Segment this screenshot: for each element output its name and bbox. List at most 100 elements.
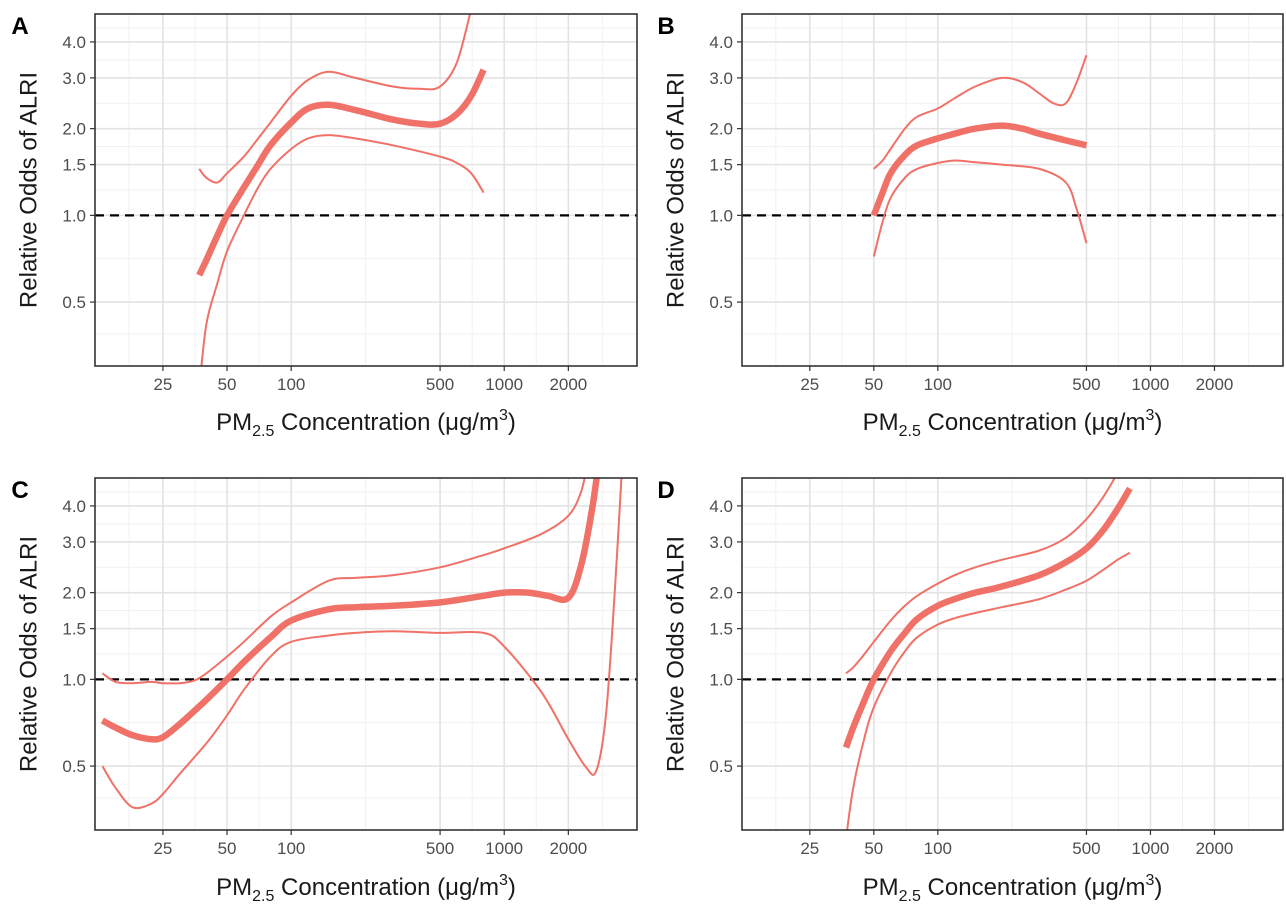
- x-title-subscript: 2.5: [899, 888, 921, 905]
- x-title-subscript: 2.5: [252, 423, 274, 440]
- y-tick-label: 3.0: [62, 69, 86, 88]
- x-title-main: PM: [216, 409, 252, 436]
- x-title-close: ): [508, 874, 516, 901]
- curves: [100, 478, 623, 810]
- y-axis-title: Relative Odds of ALRI: [662, 72, 689, 308]
- y-tick-label: 1.5: [709, 620, 733, 639]
- panel-a: 25 50 100 500 1000 2000 0.5 1.0 1.5 2.0 3.0 4.0 A Rel…: [11, 13, 638, 440]
- y-tick-label: 3.0: [62, 533, 86, 552]
- x-axis-title: PM2.5 Concentration (μg/m3): [863, 407, 1163, 440]
- series-line-upper: [873, 54, 1088, 170]
- x-tick-label: 500: [1072, 375, 1100, 394]
- x-tick-label: 2000: [1196, 839, 1234, 858]
- x-title-superscript: 3: [1145, 872, 1154, 889]
- x-tick-label: 50: [218, 839, 237, 858]
- y-tick-label: 0.5: [709, 293, 733, 312]
- panel-b: 25 50 100 500 1000 2000 0.5 1.0 1.5 2.0 3.0 4.0 B Rel…: [657, 13, 1284, 440]
- panel-frame: [94, 13, 638, 367]
- series-line-estimate: [870, 122, 1088, 217]
- y-tick-label: 4.0: [62, 33, 86, 52]
- y-tick-label: 3.0: [709, 533, 733, 552]
- x-title-main: PM: [216, 874, 252, 901]
- series-line-estimate: [100, 478, 600, 743]
- panel-frame: [741, 477, 1284, 831]
- x-tick-label: 100: [924, 839, 952, 858]
- y-tick-label: 2.0: [62, 120, 86, 139]
- panel-frame: [94, 477, 638, 831]
- x-tick-label: 1000: [1132, 839, 1170, 858]
- panel-label: B: [657, 13, 674, 40]
- x-title-superscript: 3: [499, 407, 508, 424]
- x-tick-label: 25: [800, 839, 819, 858]
- y-tick-label: 3.0: [709, 69, 733, 88]
- x-tick-label: 2000: [1196, 375, 1234, 394]
- x-tick-label: 50: [218, 375, 237, 394]
- x-tick-label: 25: [153, 839, 172, 858]
- x-tick-label: 500: [1072, 839, 1100, 858]
- y-axis-title: Relative Odds of ALRI: [15, 536, 42, 772]
- x-title-rest: Concentration (μg/m: [921, 409, 1146, 436]
- y-tick-label: 4.0: [62, 497, 86, 516]
- x-tick-label: 1000: [1132, 375, 1170, 394]
- y-tick-label: 4.0: [709, 497, 733, 516]
- x-tick-label: 100: [277, 375, 305, 394]
- x-tick-label: 100: [277, 839, 305, 858]
- y-axis-title: Relative Odds of ALRI: [15, 72, 42, 308]
- x-tick-label: 500: [426, 839, 454, 858]
- x-tick-label: 50: [864, 375, 883, 394]
- x-axis-title: PM2.5 Concentration (μg/m3): [216, 872, 516, 905]
- panel-frame: [741, 13, 1284, 367]
- series-line-estimate: [842, 486, 1133, 749]
- curves: [870, 54, 1088, 257]
- y-tick-label: 1.5: [62, 156, 86, 175]
- x-title-close: ): [508, 409, 516, 436]
- y-tick-label: 0.5: [62, 293, 86, 312]
- x-title-superscript: 3: [499, 872, 508, 889]
- curves: [196, 14, 487, 366]
- series-line-upper: [198, 14, 471, 184]
- x-title-rest: Concentration (μg/m: [274, 874, 499, 901]
- y-tick-label: 4.0: [709, 33, 733, 52]
- x-tick-label: 500: [426, 375, 454, 394]
- x-title-close: ): [1154, 874, 1162, 901]
- series-line-upper: [101, 478, 586, 685]
- x-title-rest: Concentration (μg/m: [921, 874, 1146, 901]
- x-tick-label: 1000: [485, 839, 523, 858]
- y-tick-label: 1.0: [62, 206, 86, 225]
- series-line-upper: [845, 478, 1116, 675]
- x-tick-label: 2000: [549, 375, 587, 394]
- x-tick-label: 25: [800, 375, 819, 394]
- y-tick-label: 2.0: [62, 584, 86, 603]
- y-tick-label: 1.0: [709, 670, 733, 689]
- x-tick-label: 2000: [549, 839, 587, 858]
- y-tick-label: 2.0: [709, 120, 733, 139]
- x-title-rest: Concentration (μg/m: [274, 409, 499, 436]
- curves: [842, 478, 1133, 830]
- x-title-main: PM: [863, 409, 899, 436]
- y-tick-label: 2.0: [709, 584, 733, 603]
- y-tick-label: 1.0: [709, 206, 733, 225]
- x-title-close: ): [1154, 409, 1162, 436]
- y-axis-title: Relative Odds of ALRI: [662, 536, 689, 772]
- y-tick-label: 1.5: [62, 620, 86, 639]
- panel-d: 25 50 100 500 1000 2000 0.5 1.0 1.5 2.0 3.0 4.0 D Rel…: [657, 477, 1284, 905]
- x-title-subscript: 2.5: [252, 888, 274, 905]
- panel-label: C: [11, 477, 28, 504]
- x-tick-label: 1000: [485, 375, 523, 394]
- series-line-lower: [846, 551, 1131, 830]
- x-tick-label: 100: [924, 375, 952, 394]
- x-axis-title: PM2.5 Concentration (μg/m3): [863, 872, 1163, 905]
- y-tick-label: 0.5: [62, 757, 86, 776]
- y-tick-label: 0.5: [709, 757, 733, 776]
- x-tick-label: 50: [864, 839, 883, 858]
- series-line-lower: [101, 478, 623, 810]
- y-tick-label: 1.0: [62, 670, 86, 689]
- y-tick-label: 1.5: [709, 156, 733, 175]
- x-title-main: PM: [863, 874, 899, 901]
- panel-label: A: [11, 13, 28, 40]
- series-line-estimate: [196, 68, 487, 277]
- panel-label: D: [657, 477, 674, 504]
- x-tick-label: 25: [153, 375, 172, 394]
